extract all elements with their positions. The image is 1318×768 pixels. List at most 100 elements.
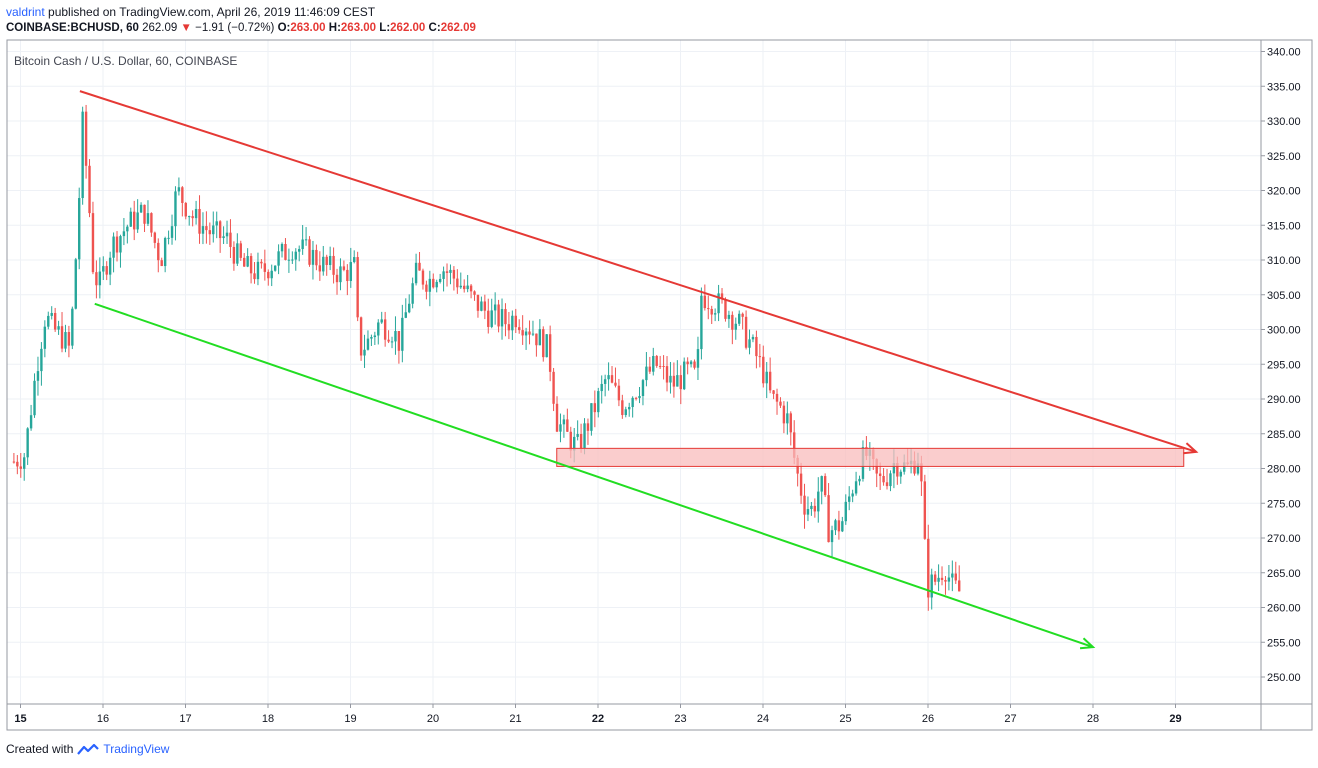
candle-body: [359, 317, 363, 356]
candle-body: [57, 326, 60, 330]
candle-body: [579, 434, 583, 449]
candle-body: [133, 211, 136, 230]
candle-body: [806, 509, 810, 515]
legend-bar: COINBASE:BCHUSD, 60 262.09 ▼ −1.91 (−0.7…: [6, 22, 476, 34]
candle-body: [958, 580, 961, 592]
candle-body: [514, 315, 517, 328]
candle-body: [531, 333, 535, 335]
candle-body: [573, 436, 576, 451]
candle-body: [102, 266, 105, 272]
candle-body: [765, 371, 768, 384]
candle-body: [521, 330, 524, 336]
candle-body: [115, 236, 119, 253]
candle-body: [112, 236, 115, 258]
time-tick-label: 24: [757, 713, 769, 725]
candle-body: [848, 496, 851, 502]
price-tick-label: 275.00: [1267, 498, 1301, 510]
price-tick-label: 335.00: [1267, 81, 1301, 93]
candle-body: [188, 216, 191, 218]
candle-body: [377, 322, 380, 336]
candle-body: [12, 461, 16, 463]
price-tick-label: 280.00: [1267, 464, 1301, 476]
candle-body: [820, 476, 823, 492]
candle-body: [903, 462, 906, 472]
candle-body: [105, 266, 108, 275]
open-label: O:: [277, 22, 291, 34]
chart-grid: [7, 40, 1261, 704]
candle-body: [445, 271, 449, 273]
candle-body: [583, 423, 586, 449]
price-axis[interactable]: 340.00 335.00 330.00 325.00 320.00 315.00 310.…: [1261, 47, 1301, 685]
candle-body: [758, 356, 762, 358]
candle-body: [717, 293, 720, 314]
candle-body: [40, 348, 43, 372]
candle-body: [830, 530, 834, 543]
candle-body: [146, 213, 150, 224]
publisher-name[interactable]: valdrint: [6, 5, 45, 19]
price-tick-label: 310.00: [1267, 255, 1301, 267]
resistance-trendline: [79, 90, 1197, 453]
candle-body: [882, 476, 885, 483]
candle-body: [308, 239, 311, 265]
candle-body: [270, 270, 273, 279]
candle-body: [19, 466, 22, 469]
candle-body: [827, 495, 830, 543]
tradingview-logo-icon: [77, 743, 100, 755]
resistance-zone: [556, 447, 1185, 467]
candle-body: [810, 505, 813, 510]
candle-body: [937, 577, 940, 582]
candle-body: [892, 463, 896, 474]
candle-body: [638, 396, 641, 399]
candle-body: [511, 315, 514, 331]
candle-body: [280, 244, 284, 252]
candle-body: [645, 366, 648, 381]
price-tick-label: 285.00: [1267, 429, 1301, 441]
candle-body: [700, 295, 703, 350]
candle-body: [88, 165, 91, 214]
candle-body: [676, 375, 679, 387]
candle-body: [487, 310, 490, 327]
candle-body: [775, 393, 779, 402]
candle-body: [47, 315, 50, 327]
time-axis[interactable]: 15 16 17 18 19 20 21 22 23 24 25 26 27 28 29: [14, 704, 1182, 725]
candle-body: [397, 331, 401, 351]
candle-body: [287, 259, 291, 261]
time-tick-label: 15: [14, 713, 26, 725]
candle-body: [150, 213, 153, 233]
candle-body: [707, 308, 710, 310]
candle-body: [586, 423, 590, 431]
candle-body: [899, 471, 902, 477]
tradingview-brand[interactable]: TradingView: [103, 742, 170, 756]
candle-body: [153, 232, 157, 243]
candle-body: [411, 283, 414, 304]
candle-body: [225, 232, 229, 237]
candle-body: [50, 312, 53, 316]
candle-body: [181, 187, 184, 203]
low-label: L:: [379, 22, 391, 34]
time-tick-label: 28: [1087, 713, 1099, 725]
footer: Created with TradingView: [6, 742, 169, 756]
candle-body: [74, 259, 77, 309]
candle-body: [762, 356, 765, 384]
candle-body: [885, 482, 889, 487]
candle-body: [624, 409, 627, 416]
candle-body: [930, 574, 933, 598]
candle-body: [353, 257, 356, 263]
candle-body: [727, 314, 731, 319]
candle-body: [212, 225, 215, 235]
candle-body: [174, 191, 177, 227]
candle-body: [263, 263, 267, 272]
candle-body: [731, 314, 734, 330]
candle-body: [772, 390, 775, 394]
candle-body: [23, 457, 26, 469]
candle-body: [559, 424, 562, 432]
candle-body: [163, 238, 167, 267]
candle-body: [53, 312, 57, 330]
candle-body: [463, 285, 466, 290]
price-tick-label: 260.00: [1267, 603, 1301, 615]
time-tick-label: 21: [509, 713, 521, 725]
chart-frame: [6, 39, 1313, 731]
candle-body: [339, 266, 342, 283]
candle-body: [889, 473, 892, 487]
